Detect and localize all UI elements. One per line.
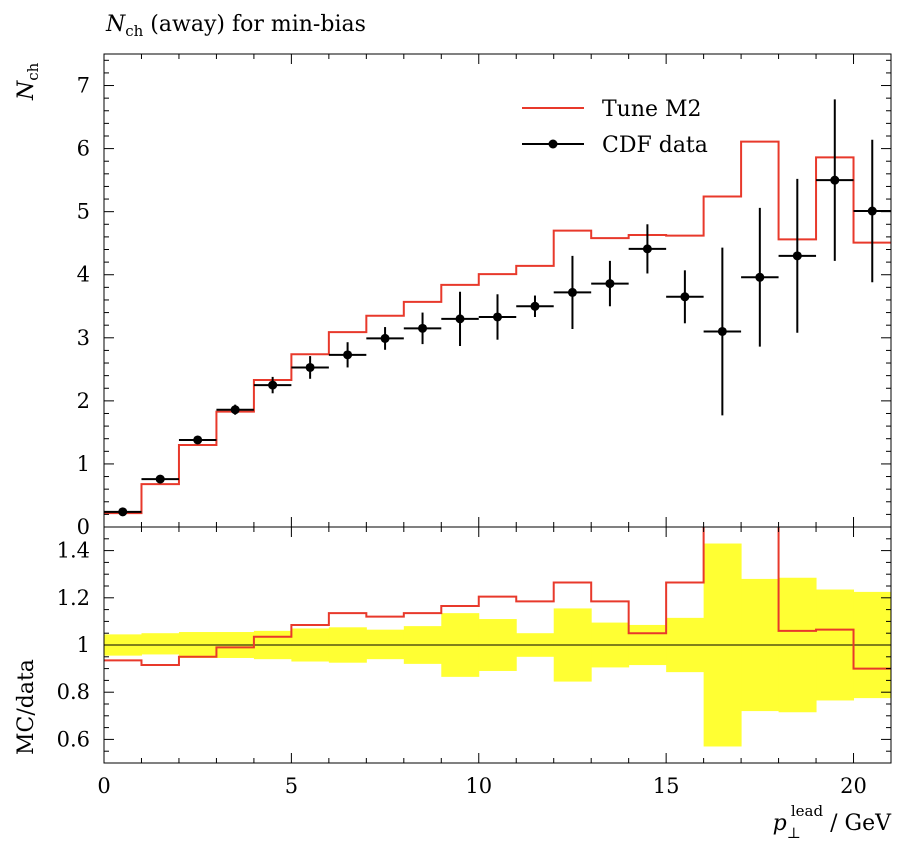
main-y-axis-label: Nch (14, 62, 42, 101)
y-tick-label: 0.8 (57, 680, 90, 704)
data-point-marker (343, 350, 353, 360)
data-point-marker (380, 333, 390, 343)
x-tick-label: 0 (97, 774, 110, 798)
legend-data-marker (548, 139, 558, 149)
data-point-marker (418, 323, 428, 333)
ratio-plot-area: 0 5 10 15 20 0.6 0.8 1 1.2 1.4 (57, 526, 892, 798)
data-point (403, 312, 442, 345)
data-point (441, 291, 479, 346)
data-point (216, 404, 254, 415)
data-point-marker (230, 405, 240, 415)
x-tick-label: 20 (840, 774, 867, 798)
mc-ratio-line (104, 527, 891, 670)
data-point-marker (530, 301, 540, 311)
y-tick-label: 2 (77, 389, 90, 413)
main-frame (103, 53, 892, 528)
y-tick-label: 5 (77, 200, 90, 224)
data-point-marker (155, 474, 165, 484)
y-tick-label: 0 (77, 515, 90, 539)
data-point (291, 356, 329, 379)
data-point-marker (755, 272, 765, 282)
y-tick-label: 1.2 (57, 586, 90, 610)
data-point (478, 294, 517, 340)
uncertainty-band-segment (141, 633, 180, 655)
ratio-y-axis-label: MC/data (14, 659, 39, 755)
chart-title: Nch (away) for min-bias (105, 12, 366, 40)
data-point (703, 247, 742, 416)
data-point-marker (642, 244, 652, 254)
data-point (328, 342, 367, 368)
data-point (516, 295, 554, 317)
data-point-marker (867, 206, 877, 216)
data-point (816, 99, 854, 261)
data-point (591, 260, 629, 307)
data-point-marker (680, 292, 690, 302)
uncertainty-band-segment (366, 629, 405, 660)
data-point-marker (605, 279, 615, 289)
mc-histogram-line (104, 140, 891, 515)
x-tick-label: 10 (465, 774, 492, 798)
data-point-marker (567, 287, 577, 297)
data-point (366, 327, 404, 350)
y-tick-label: 7 (77, 74, 90, 98)
y-tick-label: 1 (77, 633, 90, 657)
data-point (178, 435, 217, 445)
legend: Tune M2 CDF data (522, 97, 708, 158)
data-point (628, 224, 667, 274)
legend-mc-label: Tune M2 (602, 97, 702, 122)
data-point-marker (193, 435, 203, 445)
data-point (141, 474, 179, 484)
data-point (666, 270, 704, 324)
data-point-marker (717, 326, 727, 336)
data-point (253, 376, 292, 394)
x-tick-label: 5 (285, 774, 298, 798)
y-tick-label: 0.6 (57, 727, 90, 751)
data-point-marker (830, 175, 840, 185)
data-point-marker (268, 380, 278, 390)
x-tick-label: 15 (653, 774, 680, 798)
data-point-marker (455, 314, 465, 324)
data-point (741, 207, 779, 347)
y-tick-label: 4 (77, 263, 90, 287)
y-tick-label: 3 (77, 326, 90, 350)
data-point-marker (792, 251, 802, 261)
data-point (553, 255, 592, 329)
data-point-marker (493, 312, 502, 322)
data-point-marker (118, 507, 128, 517)
main-plot-area: 0 1 2 3 4 5 6 7 (77, 53, 892, 539)
y-tick-label: 1 (77, 452, 90, 476)
y-tick-label: 1.4 (57, 539, 90, 563)
data-point (778, 178, 817, 333)
data-point-marker (305, 362, 315, 372)
data-point (853, 139, 891, 283)
data-point (104, 507, 142, 517)
legend-data-label: CDF data (602, 133, 708, 158)
y-tick-label: 6 (77, 137, 90, 161)
x-axis-label: p⊥lead / GeV (773, 802, 892, 842)
